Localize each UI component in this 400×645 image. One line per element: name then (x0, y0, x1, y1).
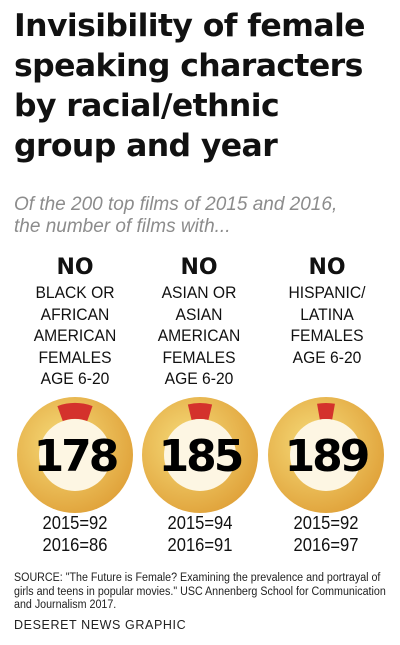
title-line: speaking characters (14, 48, 363, 84)
title-line: group and year (14, 128, 278, 164)
year-value: 2016=86 (42, 535, 108, 555)
donut-black: 178 (17, 397, 133, 513)
group-label-line: ASIAN OR (161, 283, 237, 302)
year-value: 2015=92 (42, 513, 108, 533)
donut-hispanic: 189 (268, 397, 384, 513)
group-label-line: BLACK OR (35, 283, 115, 302)
donut-hole (290, 419, 362, 491)
group-label-line: AFRICAN (40, 304, 110, 324)
year-breakdown-hispanic: 2015=92 2016=97 (266, 512, 386, 556)
group-label-line: LATINA (300, 304, 354, 324)
year-breakdown-black: 2015=92 2016=86 (15, 512, 135, 556)
source-line: and Journalism 2017. (14, 599, 117, 611)
group-label-line: AMERICAN (33, 326, 117, 345)
source-note: SOURCE: "The Future is Female? Examining… (14, 572, 386, 613)
group-header-hispanic: NO HISPANIC/ LATINA FEMALES AGE 6-20 (262, 256, 392, 368)
remainder-slice (187, 403, 213, 420)
group-label-line: AGE 6-20 (292, 347, 362, 367)
group-header-black: NO BLACK OR AFRICAN AMERICAN FEMALES AGE… (10, 256, 140, 390)
year-value: 2016=97 (293, 535, 359, 555)
group-label-line: HISPANIC/ (288, 283, 366, 302)
donut-hole (39, 419, 111, 491)
year-value: 2015=94 (167, 513, 233, 533)
year-value: 2016=91 (167, 535, 233, 555)
group-label-line: AGE 6-20 (40, 369, 110, 388)
year-breakdown-asian: 2015=94 2016=91 (140, 512, 260, 556)
source-line: girls and teens in popular movies." USC … (14, 585, 386, 598)
group-label: ASIAN OR ASIAN AMERICAN FEMALES AGE 6-20 (139, 282, 259, 390)
group-label-line: AGE 6-20 (164, 369, 234, 388)
credit-line: DESERET NEWS GRAPHIC (14, 618, 187, 632)
chart-subtitle: Of the 200 top films of 2015 and 2016, t… (14, 194, 394, 238)
group-label-line: FEMALES (290, 326, 364, 345)
group-label-line: FEMALES (162, 347, 236, 367)
no-label: NO (308, 255, 346, 280)
donut-value: 189 (285, 431, 368, 482)
no-label: NO (180, 255, 218, 280)
chart-title: Invisibility of female speaking characte… (14, 6, 390, 166)
title-line: by racial/ethnic (14, 88, 280, 124)
remainder-slice (57, 402, 93, 422)
source-line: SOURCE: "The Future is Female? Examining… (14, 572, 381, 584)
year-value: 2015=92 (293, 513, 359, 533)
group-label-line: FEMALES (38, 347, 112, 367)
group-label: HISPANIC/ LATINA FEMALES AGE 6-20 (267, 282, 387, 368)
group-header-asian: NO ASIAN OR ASIAN AMERICAN FEMALES AGE 6… (134, 256, 264, 390)
donut-value: 185 (159, 431, 242, 482)
donut-hole (164, 419, 236, 491)
subtitle-line: the number of films with... (14, 216, 231, 237)
group-label-line: ASIAN (175, 304, 223, 324)
donut-asian: 185 (142, 397, 258, 513)
group-label: BLACK OR AFRICAN AMERICAN FEMALES AGE 6-… (15, 282, 135, 390)
remainder-slice (317, 402, 335, 420)
donut-value: 178 (34, 431, 117, 482)
no-label: NO (56, 255, 94, 280)
group-label-line: AMERICAN (157, 326, 241, 345)
subtitle-line: Of the 200 top films of 2015 and 2016, (14, 194, 338, 215)
title-line: Invisibility of female (14, 8, 366, 44)
